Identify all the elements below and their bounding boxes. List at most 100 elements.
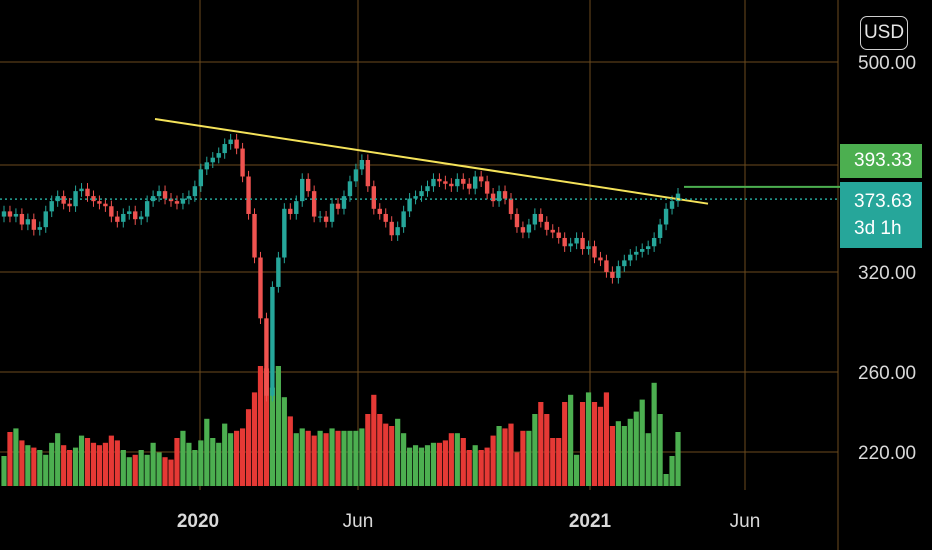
- candle-body: [222, 144, 227, 154]
- candle-body: [133, 211, 138, 220]
- currency-button[interactable]: USD: [860, 16, 908, 50]
- candle-body: [91, 196, 96, 202]
- volume-bar: [579, 402, 586, 486]
- volume-bar: [544, 414, 550, 486]
- volume-bar: [67, 450, 73, 486]
- volume-bar: [287, 416, 293, 486]
- candle-body: [246, 176, 251, 214]
- candle-body: [264, 318, 269, 396]
- volume-bar: [239, 428, 246, 486]
- volume-bar: [484, 447, 490, 486]
- candle-body: [473, 176, 478, 189]
- candle-body: [675, 193, 681, 202]
- price-tick-label: 260.00: [858, 363, 916, 384]
- volume-bar: [520, 430, 526, 486]
- last-price-tag: 373.63 3d 1h: [840, 182, 922, 248]
- volume-bar: [442, 440, 448, 486]
- candle-body: [127, 211, 132, 214]
- volume-bar: [562, 402, 568, 486]
- volume-bar: [406, 447, 413, 486]
- volume-bar: [430, 442, 437, 486]
- candle-body: [377, 208, 382, 214]
- volume-bar: [603, 392, 610, 486]
- volume-bar: [532, 414, 538, 486]
- candle-body: [550, 229, 555, 233]
- volume-bar: [49, 442, 55, 486]
- time-tick-label: Jun: [343, 511, 374, 532]
- candle-body: [610, 272, 615, 278]
- volume-bar: [281, 397, 287, 486]
- candle-body: [121, 213, 126, 222]
- volume-bar: [37, 450, 43, 486]
- volume-bar: [192, 450, 198, 486]
- volume-bar: [329, 428, 335, 486]
- volume-bar: [108, 435, 114, 486]
- candle-body: [496, 191, 502, 202]
- candle-body: [592, 246, 597, 258]
- candle-body: [568, 243, 573, 247]
- candle-body: [61, 196, 66, 204]
- candle-body: [138, 216, 144, 220]
- volume-bar: [132, 454, 138, 486]
- volume-bar: [395, 418, 401, 486]
- candle-body: [580, 237, 585, 250]
- candle-body: [526, 224, 532, 233]
- candle-body: [419, 191, 424, 197]
- time-tick-label: 2020: [177, 511, 219, 532]
- volume-bar: [168, 459, 174, 486]
- candle-body: [443, 181, 448, 184]
- volume-bar: [78, 435, 85, 486]
- volume-bar: [448, 433, 454, 486]
- volume-bar: [55, 433, 61, 486]
- candle-body: [604, 260, 609, 272]
- time-tick-label: 2021: [569, 511, 612, 532]
- candle-body: [97, 201, 102, 204]
- candle-body: [645, 246, 651, 250]
- volume-bar: [418, 447, 425, 486]
- candle-body: [598, 257, 603, 261]
- candle-body: [371, 186, 377, 209]
- volume-bar: [222, 423, 228, 486]
- volume-bar: [502, 428, 508, 486]
- bar-countdown: 3d 1h: [854, 218, 902, 239]
- candle-body: [317, 216, 323, 218]
- volume-bar: [72, 447, 79, 486]
- candle-body: [401, 211, 406, 228]
- candle-body: [168, 198, 174, 202]
- price-tick-label: 500.00: [858, 53, 916, 74]
- candle-body: [294, 201, 299, 214]
- price-tick-label: 320.00: [858, 263, 916, 284]
- volume-bar: [496, 426, 502, 486]
- candle-body: [79, 188, 84, 192]
- candle-body: [669, 201, 675, 209]
- candle-body: [449, 183, 454, 187]
- time-axis-labels: 2020 Jun 2021 Jun: [177, 511, 760, 532]
- volume-bar: [90, 442, 97, 486]
- candle-body: [514, 213, 520, 228]
- volume-bar: [299, 428, 305, 486]
- candle-body: [300, 178, 305, 202]
- volume-bar: [234, 430, 240, 486]
- level-price-tag: 393.33: [840, 144, 922, 178]
- volume-bar: [585, 392, 592, 486]
- volume-bar: [162, 457, 168, 486]
- volume-bar: [568, 394, 574, 486]
- candle-body: [252, 213, 257, 258]
- volume-bar: [31, 447, 37, 486]
- volume-bar: [305, 430, 311, 486]
- volume-bar: [466, 450, 472, 486]
- volume-bar: [627, 418, 633, 486]
- volume-bar: [591, 402, 598, 486]
- volume-bar: [389, 426, 395, 486]
- volume-bar: [120, 450, 126, 486]
- candle-body: [544, 221, 549, 230]
- candle-body: [25, 219, 31, 225]
- candle-body: [216, 153, 221, 158]
- candle-body: [282, 208, 287, 258]
- volume-bar: [126, 457, 132, 486]
- volume-bar: [478, 450, 484, 486]
- volume-bar: [633, 411, 639, 486]
- volume-bar: [156, 452, 162, 486]
- volume-bar: [383, 423, 389, 486]
